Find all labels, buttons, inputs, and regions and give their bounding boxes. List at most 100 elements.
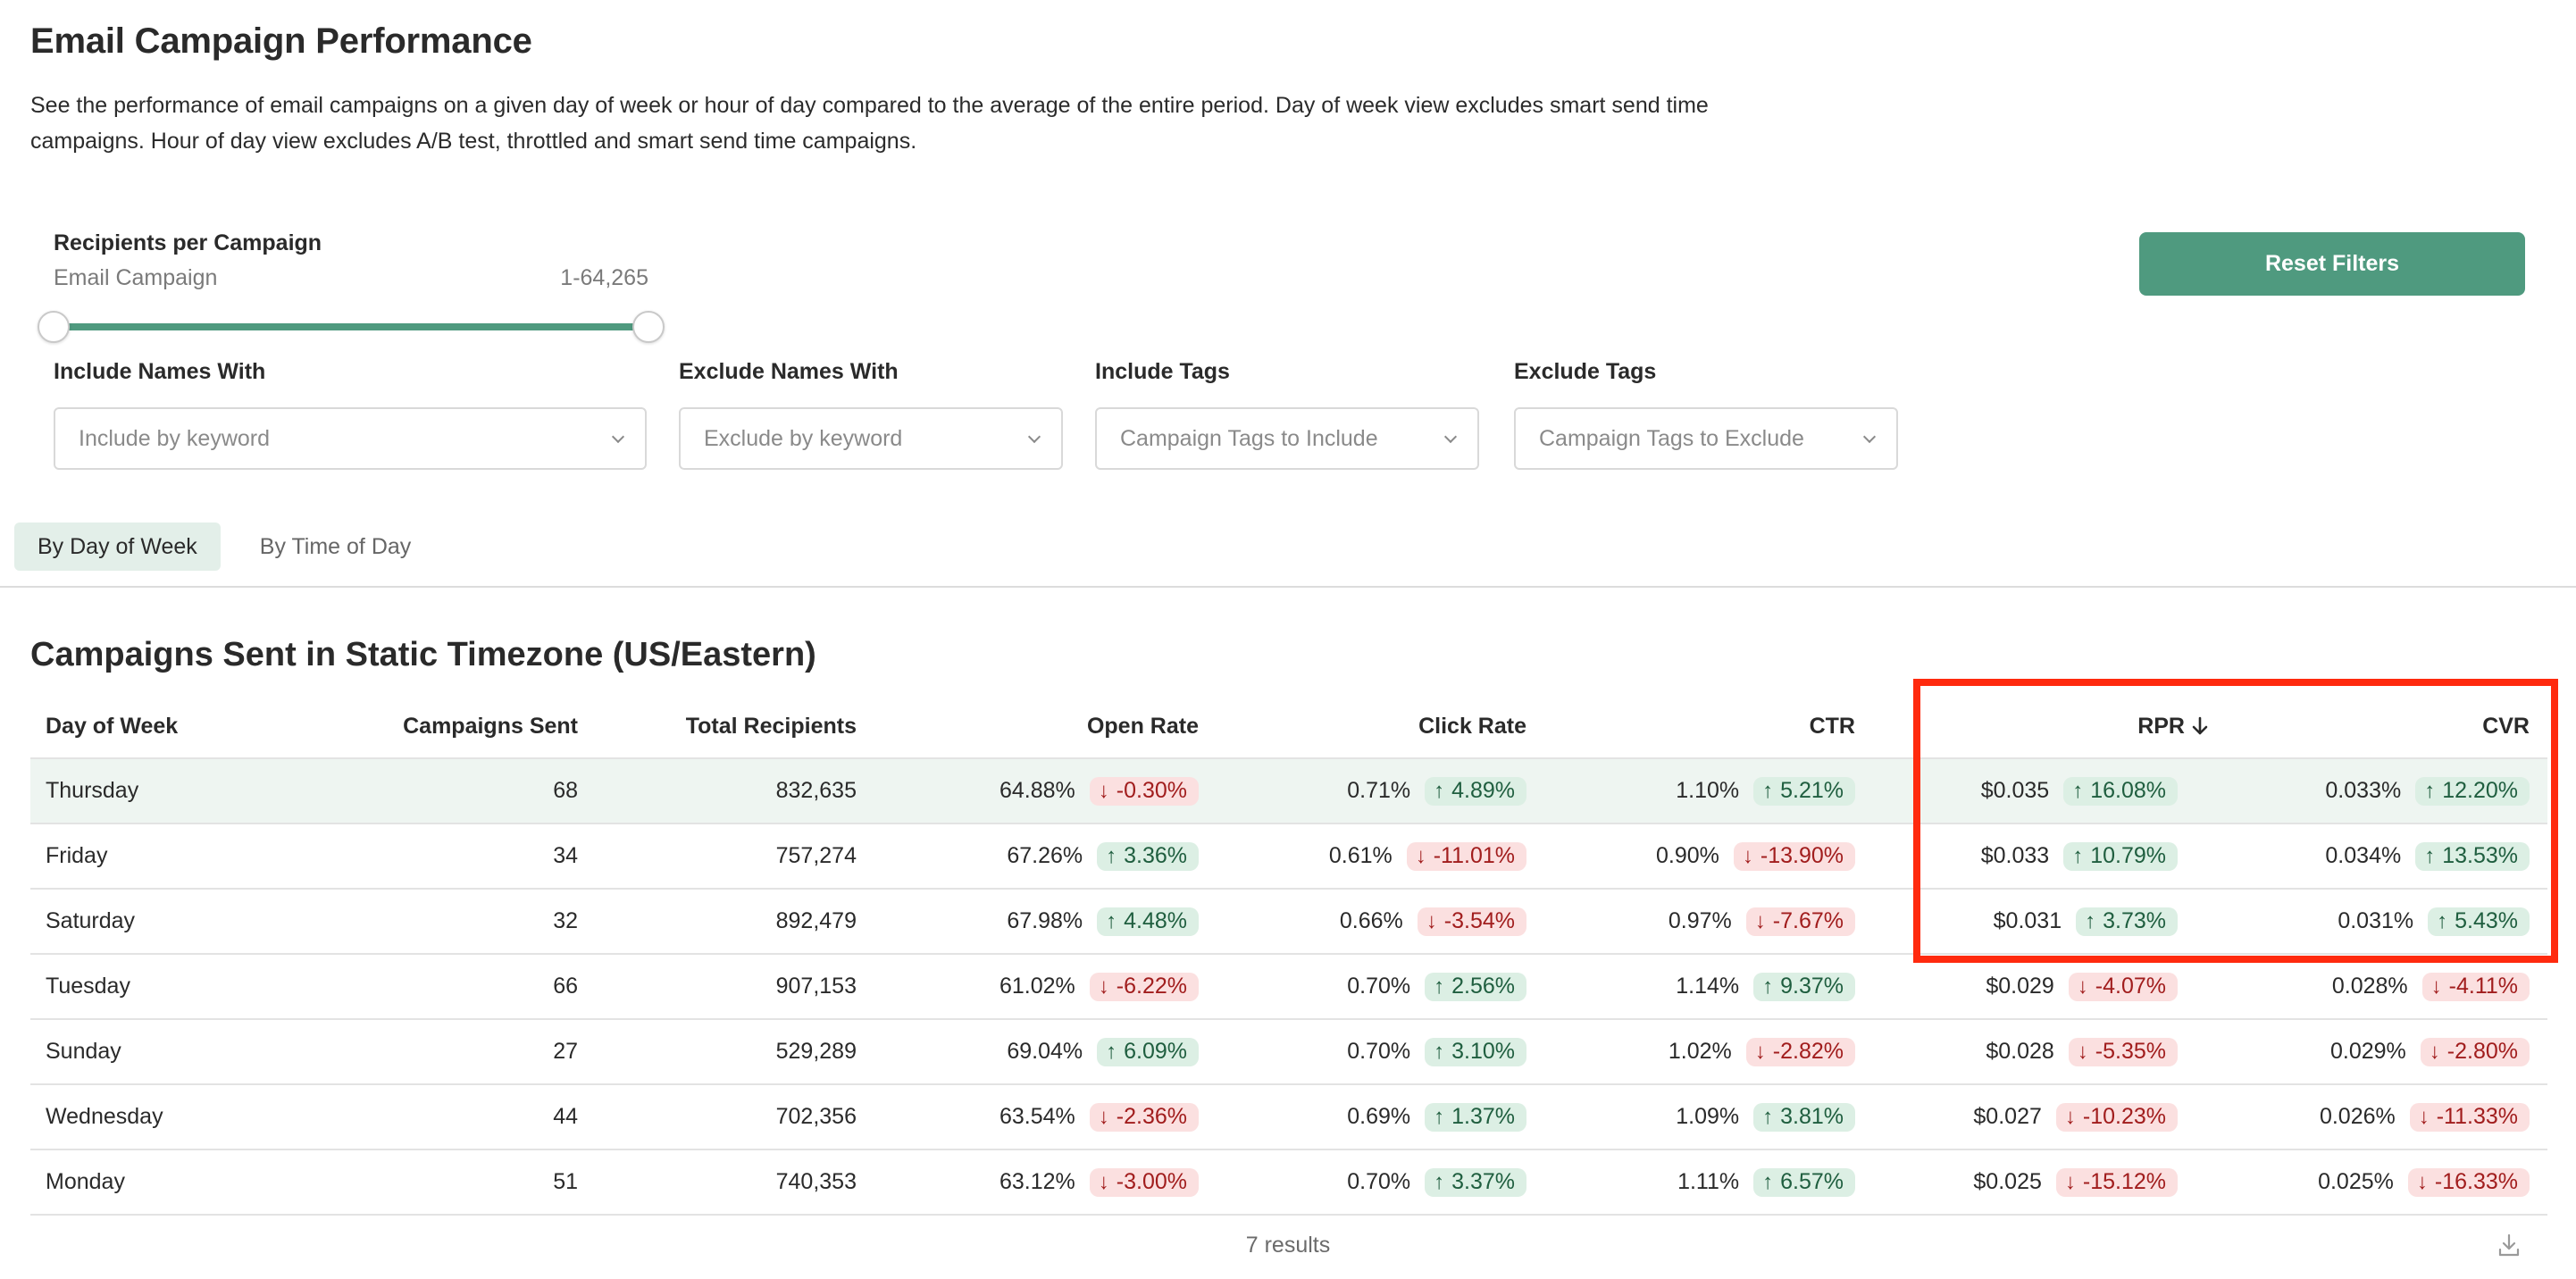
tab-day-of-week[interactable]: By Day of Week (14, 522, 221, 571)
cell-total-recipients: 757,274 (775, 843, 857, 868)
cell-total-recipients: 892,479 (775, 908, 857, 933)
cell-day: Tuesday (46, 974, 130, 999)
download-icon[interactable] (2497, 1233, 2522, 1258)
cell-campaigns-sent: 34 (553, 843, 578, 868)
arrow-down-icon: ↓ (1415, 843, 1426, 868)
include-names-select[interactable]: Include by keyword (54, 407, 647, 470)
cvr-value: 0.029% (2329, 1039, 2406, 1064)
open-rate-change-badge: ↓ -2.36% (1089, 1102, 1199, 1132)
open-rate-value: 67.98% (1007, 908, 1083, 933)
arrow-down-icon: ↓ (1754, 908, 1766, 933)
click-rate-change-badge: ↑ 3.37% (1425, 1167, 1526, 1197)
cvr-change-value: -16.33% (2434, 1169, 2518, 1194)
cell-cvr: 0.029% ↓ -2.80% (2330, 1020, 2530, 1083)
cell-campaigns-sent: 66 (553, 974, 578, 999)
click-rate-value: 0.70% (1347, 1169, 1411, 1194)
header-cvr[interactable]: CVR (2482, 713, 2530, 739)
exclude-names-select[interactable]: Exclude by keyword (679, 407, 1063, 470)
table-row[interactable]: Sunday 27 529,289 69.04% ↑ 6.09% 0.70% ↑ 3.10% 1.… (30, 1020, 2547, 1085)
open-rate-change-badge: ↑ 3.36% (1097, 841, 1199, 871)
rpr-change-badge: ↑ 3.73% (2076, 907, 2178, 936)
cvr-value: 0.031% (2338, 908, 2414, 933)
header-ctr[interactable]: CTR (1809, 713, 1855, 739)
slider-sublabel: Email Campaign (54, 265, 218, 290)
rpr-change-badge: ↓ -15.12% (2055, 1167, 2178, 1197)
cvr-change-value: 5.43% (2455, 908, 2518, 933)
rpr-value: $0.033 (1980, 843, 2050, 868)
cell-ctr: 1.14% ↑ 9.37% (1676, 955, 1855, 1018)
open-rate-change-value: -0.30% (1116, 778, 1187, 803)
ctr-change-value: 9.37% (1780, 974, 1844, 999)
select-placeholder: Include by keyword (79, 425, 271, 451)
select-placeholder: Campaign Tags to Include (1120, 425, 1378, 451)
include-tags-select[interactable]: Campaign Tags to Include (1095, 407, 1479, 470)
recipients-slider: Recipients per Campaign Email Campaign 1… (38, 230, 665, 343)
cell-open-rate: 63.12% ↓ -3.00% (999, 1150, 1199, 1214)
exclude-tags-select[interactable]: Campaign Tags to Exclude (1514, 407, 1898, 470)
cell-rpr: $0.031 ↑ 3.73% (1994, 890, 2178, 953)
ctr-value: 1.14% (1676, 974, 1740, 999)
filter-label: Exclude Names With (679, 359, 899, 384)
cvr-change-badge: ↓ -2.80% (2420, 1037, 2530, 1066)
ctr-change-value: 3.81% (1780, 1104, 1844, 1129)
cell-open-rate: 69.04% ↑ 6.09% (1007, 1020, 1199, 1083)
ctr-value: 0.97% (1668, 908, 1732, 933)
filter-label: Exclude Tags (1514, 359, 1657, 384)
cvr-change-badge: ↑ 12.20% (2415, 776, 2530, 806)
table-row[interactable]: Tuesday 66 907,153 61.02% ↓ -6.22% 0.70% ↑ 2.56%… (30, 955, 2547, 1020)
cvr-change-badge: ↓ -16.33% (2407, 1167, 2530, 1197)
slider-track[interactable] (54, 323, 648, 330)
ctr-change-value: -7.67% (1772, 908, 1844, 933)
table-row[interactable]: Monday 51 740,353 63.12% ↓ -3.00% 0.70% ↑ 3.37% 1… (30, 1150, 2547, 1216)
table-row[interactable]: Wednesday 44 702,356 63.54% ↓ -2.36% 0.69% ↑ 1.3… (30, 1085, 2547, 1150)
page-title: Email Campaign Performance (30, 21, 532, 61)
ctr-change-badge: ↑ 5.21% (1753, 776, 1855, 806)
arrow-down-icon: ↓ (1098, 1169, 1109, 1194)
table-row[interactable]: Friday 34 757,274 67.26% ↑ 3.36% 0.61% ↓ -11.01%… (30, 824, 2547, 890)
cvr-change-badge: ↓ -11.33% (2409, 1102, 2530, 1132)
open-rate-value: 67.26% (1007, 843, 1083, 868)
arrow-up-icon: ↑ (1762, 1169, 1774, 1194)
rpr-change-value: -4.07% (2095, 974, 2166, 999)
tab-time-of-day[interactable]: By Time of Day (259, 533, 412, 559)
slider-max-handle[interactable] (632, 311, 665, 343)
filter-label: Include Names With (54, 359, 266, 384)
cvr-value: 0.025% (2318, 1169, 2394, 1194)
reset-filters-button[interactable]: Reset Filters (2139, 232, 2525, 296)
click-rate-value: 0.70% (1347, 974, 1411, 999)
cell-open-rate: 67.98% ↑ 4.48% (1007, 890, 1199, 953)
header-click-rate[interactable]: Click Rate (1418, 713, 1526, 739)
open-rate-value: 69.04% (1007, 1039, 1083, 1064)
rpr-change-value: -15.12% (2082, 1169, 2166, 1194)
rpr-change-value: -5.35% (2095, 1039, 2166, 1064)
arrow-down-icon: ↓ (2077, 1039, 2088, 1064)
click-rate-change-value: 3.37% (1451, 1169, 1515, 1194)
arrow-up-icon: ↑ (1762, 974, 1774, 999)
arrow-down-icon (2192, 716, 2208, 735)
slider-min-handle[interactable] (38, 311, 70, 343)
click-rate-change-badge: ↓ -11.01% (1406, 841, 1526, 871)
header-day-of-week[interactable]: Day of Week (46, 713, 179, 739)
click-rate-change-value: 2.56% (1451, 974, 1515, 999)
cell-rpr: $0.027 ↓ -10.23% (1973, 1085, 2178, 1149)
header-open-rate[interactable]: Open Rate (1086, 713, 1199, 739)
click-rate-value: 0.70% (1347, 1039, 1411, 1064)
arrow-up-icon: ↑ (1434, 1039, 1445, 1064)
arrow-down-icon: ↓ (2064, 1169, 2076, 1194)
ctr-change-badge: ↓ -2.82% (1745, 1037, 1855, 1066)
header-campaigns-sent[interactable]: Campaigns Sent (403, 713, 578, 739)
arrow-down-icon: ↓ (2077, 974, 2088, 999)
table-row[interactable]: Thursday 68 832,635 64.88% ↓ -0.30% 0.71% ↑ 4.89… (30, 759, 2547, 824)
rpr-change-badge: ↓ -5.35% (2068, 1037, 2178, 1066)
cell-ctr: 0.90% ↓ -13.90% (1656, 824, 1855, 888)
cell-open-rate: 64.88% ↓ -0.30% (999, 759, 1199, 823)
header-total-recipients[interactable]: Total Recipients (685, 713, 857, 739)
arrow-up-icon: ↑ (1762, 1104, 1774, 1129)
arrow-down-icon: ↓ (1426, 908, 1437, 933)
cell-total-recipients: 740,353 (775, 1169, 857, 1194)
cell-click-rate: 0.69% ↑ 1.37% (1347, 1085, 1526, 1149)
ctr-change-value: -2.82% (1772, 1039, 1844, 1064)
table-row[interactable]: Saturday 32 892,479 67.98% ↑ 4.48% 0.66% ↓ -3.54… (30, 890, 2547, 955)
cell-day: Friday (46, 843, 108, 868)
header-rpr[interactable]: RPR (2137, 695, 2208, 757)
